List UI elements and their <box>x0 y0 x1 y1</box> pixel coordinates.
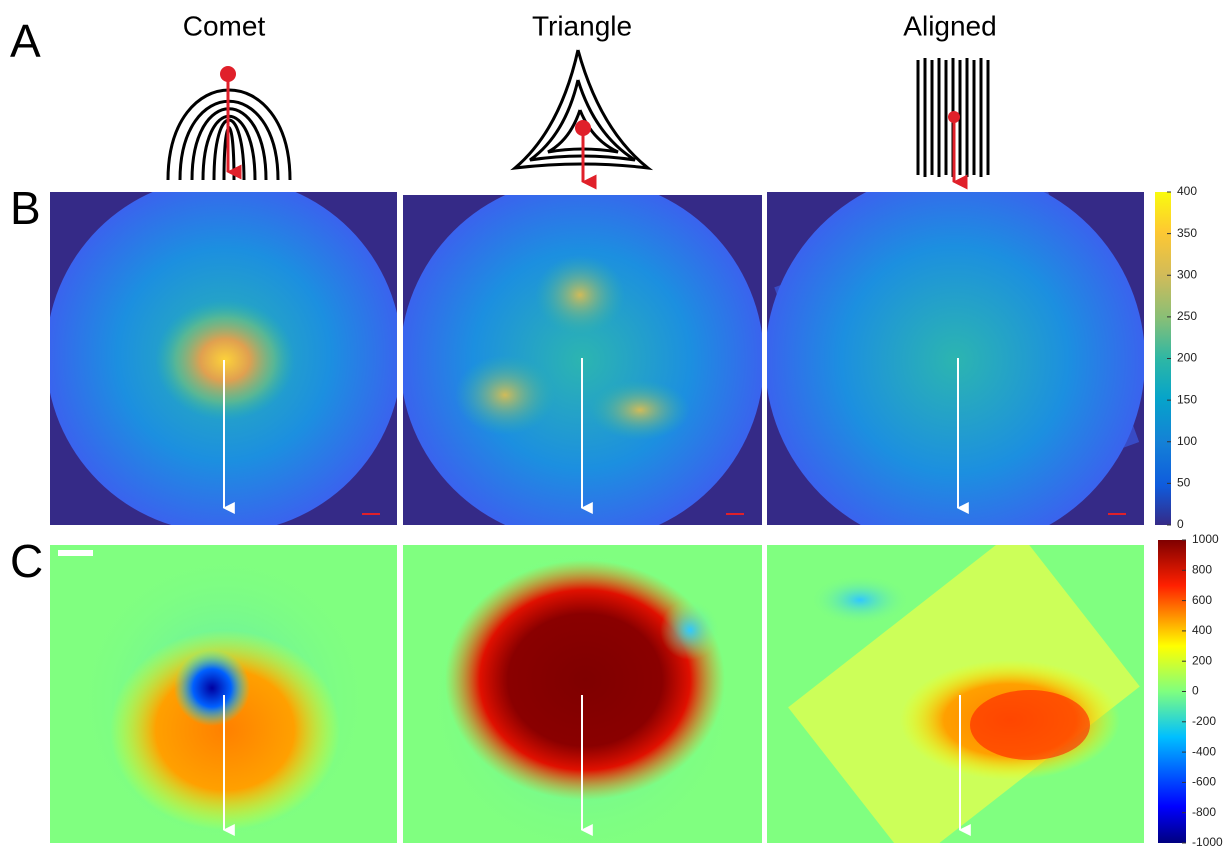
colorbar-tick-label: 0 <box>1192 684 1199 698</box>
colorbar-tick-label: -400 <box>1192 744 1216 758</box>
colorbar-tick-label: 350 <box>1177 226 1197 240</box>
comet-icon <box>166 66 292 181</box>
colorbar <box>1158 540 1186 843</box>
triangle-icon <box>510 49 654 190</box>
colorbar-tick-label: 250 <box>1177 309 1197 323</box>
aligned-icon <box>916 58 990 190</box>
column-title: Aligned <box>903 10 996 41</box>
heatmap <box>403 195 762 525</box>
panel-label: C <box>10 535 43 587</box>
colorbar-tick-label: 300 <box>1177 267 1197 281</box>
colorbar-tick-label: 200 <box>1192 653 1212 667</box>
panel-label: A <box>10 15 41 67</box>
colorbar-tick-label: 800 <box>1192 562 1212 576</box>
colorbar-tick-label: 400 <box>1177 184 1197 198</box>
heatmap <box>403 545 762 843</box>
colorbar-tick-label: -800 <box>1192 805 1216 819</box>
heatmap <box>50 192 397 525</box>
colorbar-tick-label: -600 <box>1192 775 1216 789</box>
colorbar-tick-label: 150 <box>1177 392 1197 406</box>
heatmap <box>767 192 1144 525</box>
colorbar-tick-label: 0 <box>1177 517 1184 531</box>
colorbar-tick-label: 1000 <box>1192 532 1219 546</box>
panel-label: B <box>10 182 41 234</box>
heatmap <box>50 545 397 843</box>
colorbar-tick-label: -200 <box>1192 714 1216 728</box>
colorbar-tick-label: 400 <box>1192 623 1212 637</box>
colorbar-tick-label: 50 <box>1177 476 1191 490</box>
column-title: Comet <box>183 10 266 41</box>
column-title: Triangle <box>532 10 632 41</box>
colorbar-tick-label: 100 <box>1177 434 1197 448</box>
colorbar-tick-label: -1000 <box>1192 835 1223 849</box>
heatmap <box>767 545 1144 843</box>
colorbar-tick-label: 600 <box>1192 593 1212 607</box>
colorbar-tick-label: 200 <box>1177 351 1197 365</box>
